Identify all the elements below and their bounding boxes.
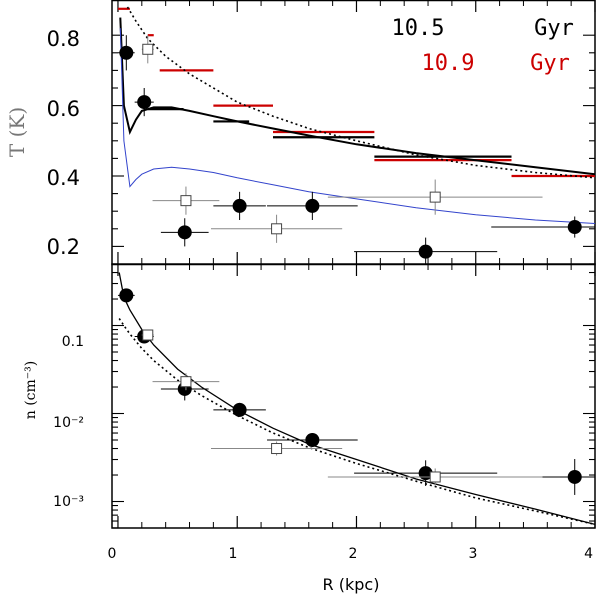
bottom-point-open (271, 443, 283, 455)
bottom-plot-frame (111, 263, 596, 529)
xtick-label: 4 (584, 546, 593, 562)
bottom-plot-area (117, 272, 595, 526)
xtick-label: 0 (108, 546, 117, 562)
top-ytick-label: 0.8 (47, 27, 80, 51)
top-point-filled (305, 198, 320, 213)
top-point-open (180, 195, 192, 207)
bottom-point-filled (567, 469, 582, 484)
xtick-label: 3 (469, 546, 478, 562)
bottom-point-open (180, 376, 192, 388)
top-point-filled (232, 198, 247, 213)
top-ytick-label: 0.4 (47, 166, 80, 190)
bottom-point-open (142, 329, 154, 341)
legend-label-1: 10.5 (392, 16, 445, 41)
top-point-filled (137, 95, 152, 110)
top-ytick-label: 0.2 (47, 235, 80, 259)
bottom-point-filled (119, 288, 134, 303)
top-curve-dotted (126, 6, 595, 179)
top-point-open (429, 191, 441, 203)
top-point-filled (119, 45, 134, 60)
legend-label-2: 10.9 (422, 51, 475, 76)
top-curve-solid (119, 17, 595, 176)
legend-unit-2: Gyr (530, 51, 570, 76)
bottom-point-open (429, 471, 441, 483)
top-plot-area (117, 6, 595, 264)
top-point-open (271, 223, 283, 235)
bottom-ytick-label: 0.1 (62, 334, 84, 350)
top-curve-blue (119, 28, 595, 224)
bottom-curve-solid (118, 272, 595, 526)
bottom-ytick-label: 10⁻² (53, 415, 84, 431)
bottom-point-filled (305, 433, 320, 447)
top-point-filled (567, 220, 582, 235)
xtick-label: 2 (349, 546, 358, 562)
x-axis-title: R (kpc) (323, 575, 380, 594)
xtick-label: 1 (229, 546, 238, 562)
bottom-point-filled (232, 402, 247, 417)
bottom-curve-dotted (118, 318, 595, 526)
top-ylabel: T (K) (5, 107, 29, 157)
temperature-panel (111, 0, 596, 266)
top-point-open (142, 43, 154, 55)
top-point-filled (418, 244, 433, 259)
density-panel (111, 263, 596, 529)
bottom-ylabel: n (cm⁻³) (23, 361, 39, 420)
bottom-ytick-label: 10⁻³ (53, 494, 84, 510)
legend-unit-1: Gyr (534, 16, 574, 41)
top-ytick-label: 0.6 (47, 97, 80, 121)
top-point-filled (177, 225, 192, 240)
